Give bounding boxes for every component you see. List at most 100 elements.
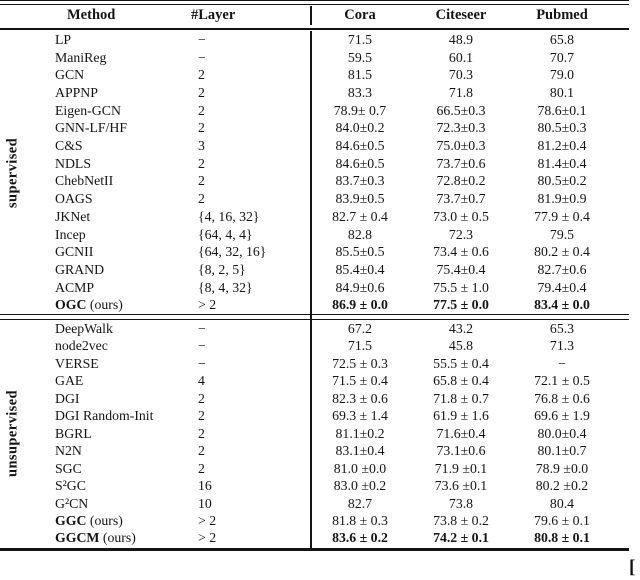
layer-cell: 10 <box>198 495 212 511</box>
method-cell: Incep <box>55 226 198 242</box>
citeseer-cell: 73.8 ± 0.2 <box>433 512 489 528</box>
citeseer-cell: 77.5 ± 0.0 <box>433 297 489 313</box>
method-name: Incep <box>55 226 86 242</box>
pubmed-cell: 80.0±0.4 <box>537 425 587 441</box>
cora-cell: 82.3 ± 0.6 <box>332 390 388 406</box>
layer-cell: > 2 <box>198 530 217 546</box>
citeseer-cell: 45.8 <box>448 338 474 354</box>
table-row: S²GC 16 83.0 ±0.2 73.6 ±0.1 80.2 ±0.2 <box>0 477 640 494</box>
table-row: G²CN 10 82.7 73.8 80.4 <box>0 495 640 512</box>
table-row: ACMP {8, 4, 32} 84.9±0.6 75.5 ± 1.0 79.4±0.4 <box>0 279 640 297</box>
column-header-layer: #Layer <box>191 7 236 23</box>
table-row: VERSE − 72.5 ± 0.3 55.5 ± 0.4 − <box>0 355 640 372</box>
cora-cell: 82.7 ± 0.4 <box>332 208 388 224</box>
layer-cell: − <box>198 320 206 336</box>
method-name: GGC <box>55 512 87 528</box>
layer-cell: 2 <box>198 67 205 83</box>
citeseer-cell: 71.9 ±0.1 <box>434 460 488 476</box>
method-cell: GGC (ours) <box>55 514 198 528</box>
column-header-pubmed: Pubmed <box>536 7 588 23</box>
layer-cell: {64, 32, 16} <box>198 244 267 260</box>
method-cell: GGCM (ours) <box>55 531 198 545</box>
pubmed-cell: 82.7±0.6 <box>537 261 587 277</box>
method-name: C&S <box>55 138 83 154</box>
pubmed-cell: 69.6 ± 1.9 <box>534 408 590 424</box>
method-cell: NDLS <box>55 156 198 171</box>
method-cell: DGI Random-Init <box>55 409 198 423</box>
method-name: N2N <box>55 443 82 459</box>
table-bottom-rule <box>0 548 629 551</box>
supervised-section-rows: LP − 71.5 48.9 65.8 ManiReg − 59.5 60.1 70.7 GCN 2 8… <box>0 31 640 314</box>
method-name: GAE <box>55 373 84 389</box>
cora-cell: 69.3 ± 1.4 <box>332 408 388 424</box>
citeseer-cell: 66.5±0.3 <box>436 102 486 118</box>
table-row: GCNII {64, 32, 16} 85.5±0.5 73.4 ± 0.6 80.2 … <box>0 243 640 261</box>
unsupervised-section-rows: DeepWalk − 67.2 43.2 65.3 node2vec − 71.5 45.8 71… <box>0 320 640 547</box>
layer-cell: 2 <box>198 460 205 476</box>
layer-cell: {64, 4, 4} <box>198 226 253 242</box>
citeseer-cell: 73.8 <box>448 495 474 511</box>
citeseer-cell: 70.3 <box>448 67 474 83</box>
method-cell: N2N <box>55 444 198 458</box>
section-divider-rule <box>0 314 629 320</box>
cora-cell: 84.9±0.6 <box>335 279 385 295</box>
table-row: APPNP 2 83.3 71.8 80.1 <box>0 84 640 102</box>
layer-cell: 3 <box>198 138 205 154</box>
method-cell: VERSE <box>55 356 198 371</box>
method-name: node2vec <box>55 338 108 354</box>
method-name: ManiReg <box>55 49 107 65</box>
pubmed-cell: 79.6 ± 0.1 <box>534 512 590 528</box>
pubmed-cell: 80.1 <box>549 85 575 100</box>
layer-cell: > 2 <box>198 297 217 313</box>
cora-cell: 83.6 ± 0.2 <box>332 530 388 546</box>
header-bottom-rule <box>0 28 629 31</box>
method-cell: SGC <box>55 460 198 476</box>
layer-cell: 2 <box>198 120 205 136</box>
table-row: DGI 2 82.3 ± 0.6 71.8 ± 0.7 76.8 ± 0.6 <box>0 390 640 407</box>
pubmed-cell: 79.5 <box>549 226 575 242</box>
cora-cell: 81.0 ±0.0 <box>333 460 387 476</box>
pubmed-cell: 80.1±0.7 <box>537 443 587 459</box>
method-name: SGC <box>55 460 82 476</box>
layer-cell: 2 <box>198 408 205 424</box>
cora-cell: 82.7 <box>347 495 373 511</box>
table-row: ManiReg − 59.5 60.1 70.7 <box>0 49 640 67</box>
method-name: BGRL <box>55 425 92 441</box>
citeseer-cell: 43.2 <box>448 320 474 336</box>
method-name: LP <box>55 31 72 47</box>
method-name: APPNP <box>55 85 98 100</box>
method-cell: GCNII <box>55 245 198 259</box>
pubmed-cell: 83.4 ± 0.0 <box>534 297 590 313</box>
cora-cell: 84.6±0.5 <box>335 155 385 171</box>
method-cell: GRAND <box>55 262 198 277</box>
citeseer-cell: 72.3 <box>448 226 474 242</box>
citeseer-cell: 48.9 <box>448 31 474 47</box>
layer-cell: {4, 16, 32} <box>198 208 260 224</box>
cora-cell: 78.9± 0.7 <box>333 102 387 118</box>
method-cell: DeepWalk <box>55 321 198 336</box>
method-cell: C&S <box>55 139 198 153</box>
citeseer-cell: 75.4±0.4 <box>436 261 486 277</box>
cora-cell: 84.0±0.2 <box>335 120 385 136</box>
citeseer-cell: 75.0±0.3 <box>436 138 486 154</box>
layer-cell: {8, 4, 32} <box>198 279 253 295</box>
citeseer-cell: 65.8 ± 0.4 <box>433 373 489 389</box>
method-cell: JKNet <box>55 209 198 224</box>
citeseer-cell: 73.6 ±0.1 <box>434 478 488 494</box>
cora-cell: 85.5±0.5 <box>335 244 385 260</box>
table-row: JKNet {4, 16, 32} 82.7 ± 0.4 73.0 ± 0.5 77.9… <box>0 208 640 226</box>
method-name: GGCM <box>55 530 100 546</box>
table-row: Eigen-GCN 2 78.9± 0.7 66.5±0.3 78.6±0.1 <box>0 102 640 120</box>
pubmed-cell: 79.4±0.4 <box>537 279 587 295</box>
pubmed-cell: 70.7 <box>549 49 575 65</box>
method-name: OGC <box>55 297 87 313</box>
method-cell: OAGS <box>55 192 198 206</box>
method-cell: OGC (ours) <box>55 298 198 312</box>
header-column-separator <box>310 6 312 25</box>
layer-cell: > 2 <box>198 512 217 528</box>
cora-cell: 71.5 ± 0.4 <box>332 373 388 389</box>
citeseer-cell: 60.1 <box>448 49 474 65</box>
pubmed-cell: 78.9 ±0.0 <box>535 460 589 476</box>
citeseer-cell: 71.8 <box>448 85 474 100</box>
